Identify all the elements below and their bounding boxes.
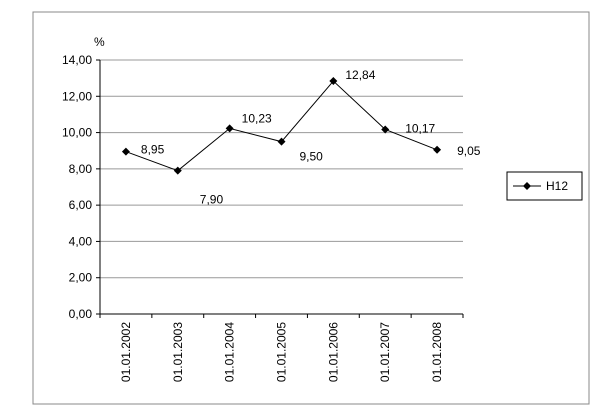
marker	[381, 125, 390, 134]
y-axis-label: %	[94, 35, 105, 49]
x-tick-label: 01.01.2006	[326, 322, 340, 382]
marker	[121, 147, 130, 156]
data-label: 8,95	[141, 143, 165, 157]
y-tick-label: 2,00	[69, 271, 93, 285]
y-tick-label: 0,00	[69, 307, 93, 321]
x-tick-label: 01.01.2005	[275, 322, 289, 382]
marker	[225, 124, 234, 133]
y-tick-label: 14,00	[62, 53, 92, 67]
legend-label: H12	[546, 179, 568, 193]
marker	[277, 137, 286, 146]
data-label: 9,50	[300, 150, 324, 164]
chart-border	[32, 11, 590, 405]
marker	[173, 166, 182, 175]
x-tick-label: 01.01.2007	[378, 322, 392, 382]
y-tick-label: 8,00	[69, 162, 93, 176]
x-tick-label: 01.01.2002	[119, 322, 133, 382]
data-label: 10,23	[242, 111, 272, 125]
data-label: 12,84	[345, 68, 375, 82]
x-tick-label: 01.01.2003	[171, 322, 185, 382]
data-label: 7,90	[200, 193, 224, 207]
marker	[433, 145, 442, 154]
y-tick-label: 10,00	[62, 126, 92, 140]
x-tick-label: 01.01.2004	[223, 322, 237, 382]
y-tick-label: 4,00	[69, 234, 93, 248]
x-tick-label: 01.01.2008	[430, 322, 444, 382]
legend-marker	[523, 182, 531, 190]
marker	[329, 77, 338, 86]
y-tick-label: 12,00	[62, 89, 92, 103]
y-tick-label: 6,00	[69, 198, 93, 212]
data-label: 10,17	[405, 121, 435, 135]
data-label: 9,05	[457, 144, 481, 158]
